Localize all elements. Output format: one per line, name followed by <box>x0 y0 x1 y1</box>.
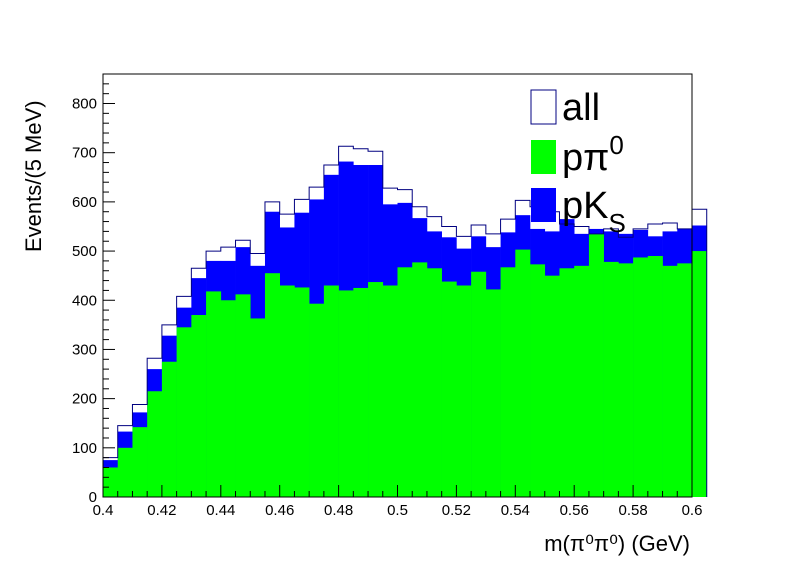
bar-ppi0 <box>353 287 369 497</box>
x-tick-label: 0.52 <box>442 502 471 519</box>
bar-ppi0 <box>250 318 266 497</box>
x-tick-label: 0.6 <box>682 502 703 519</box>
y-tick-label: 300 <box>72 341 97 358</box>
legend-label: all <box>562 87 600 129</box>
legend-label: pKS <box>562 185 626 238</box>
bar-ppi0 <box>588 233 604 497</box>
bar-ppi0 <box>147 391 163 497</box>
x-axis: 0.4 0.42 0.44 0.46 0.48 0.5 0.52 0.54 0.56 0.58 0.… <box>93 485 703 519</box>
bar-ppi0 <box>456 285 472 497</box>
bar-ppi0 <box>309 303 325 497</box>
bar-ppi0 <box>692 251 708 497</box>
x-tick-label: 0.4 <box>93 502 114 519</box>
bar-ppi0 <box>677 263 693 497</box>
x-axis-title: m(π⁰π⁰) (GeV) <box>544 531 690 556</box>
y-tick-label: 600 <box>72 194 97 211</box>
bar-ppi0 <box>206 291 222 497</box>
series-all-outline <box>102 145 708 497</box>
x-tick-label: 0.46 <box>265 502 294 519</box>
bar-ppi0 <box>559 268 575 497</box>
bar-ppi0 <box>618 263 634 497</box>
y-tick-label: 200 <box>72 391 97 408</box>
bar-ppi0 <box>279 285 295 497</box>
legend-swatch <box>531 188 556 222</box>
x-tick-label: 0.5 <box>387 502 408 519</box>
bar-ppi0 <box>264 273 280 497</box>
bar-ppi0 <box>161 361 177 497</box>
x-tick-label: 0.58 <box>618 502 647 519</box>
bar-ppi0 <box>294 287 310 497</box>
legend-swatch-all <box>530 89 557 125</box>
bar-ppi0 <box>338 290 354 497</box>
histogram-bars <box>102 145 708 498</box>
legend-swatch <box>531 140 556 174</box>
y-tick-label: 0 <box>89 489 97 506</box>
bar-ppi0 <box>603 261 619 497</box>
bar-ppi0 <box>397 267 413 497</box>
bar-ppi0 <box>235 294 251 497</box>
x-tick-label: 0.44 <box>206 502 235 519</box>
bar-ppi0 <box>471 271 487 497</box>
y-tick-label: 800 <box>72 96 97 113</box>
bar-ppi0 <box>368 282 384 497</box>
bar-ppi0 <box>441 281 457 497</box>
x-tick-label: 0.54 <box>501 502 530 519</box>
y-axis: 0 100 200 300 400 500 600 700 800 <box>72 83 115 506</box>
y-tick-label: 100 <box>72 440 97 457</box>
legend-label: pπ0 <box>562 130 624 179</box>
y-axis-title: Events/(5 MeV) <box>21 100 46 252</box>
bar-ppi0 <box>191 315 207 497</box>
bar-ppi0 <box>647 255 663 497</box>
x-tick-label: 0.42 <box>147 502 176 519</box>
y-tick-label: 400 <box>72 292 97 309</box>
bar-ppi0 <box>515 249 531 497</box>
bar-ppi0 <box>426 268 442 497</box>
bar-ppi0 <box>633 257 649 497</box>
bar-ppi0 <box>412 262 428 497</box>
bar-ppi0 <box>323 285 339 497</box>
bar-ppi0 <box>662 265 678 497</box>
bar-ppi0 <box>485 289 501 497</box>
y-tick-label: 700 <box>72 145 97 162</box>
bar-ppi0 <box>132 427 148 497</box>
bar-ppi0 <box>530 264 546 497</box>
bar-ppi0 <box>176 327 192 497</box>
bar-ppi0 <box>574 265 590 497</box>
bar-ppi0 <box>382 285 398 497</box>
bar-ppi0 <box>103 467 119 497</box>
x-tick-label: 0.56 <box>560 502 589 519</box>
bar-ppi0 <box>117 447 133 497</box>
y-tick-label: 500 <box>72 243 97 260</box>
bar-ppi0 <box>500 267 516 497</box>
bar-ppi0 <box>544 275 560 497</box>
bar-ppi0 <box>220 300 236 497</box>
x-tick-label: 0.48 <box>324 502 353 519</box>
